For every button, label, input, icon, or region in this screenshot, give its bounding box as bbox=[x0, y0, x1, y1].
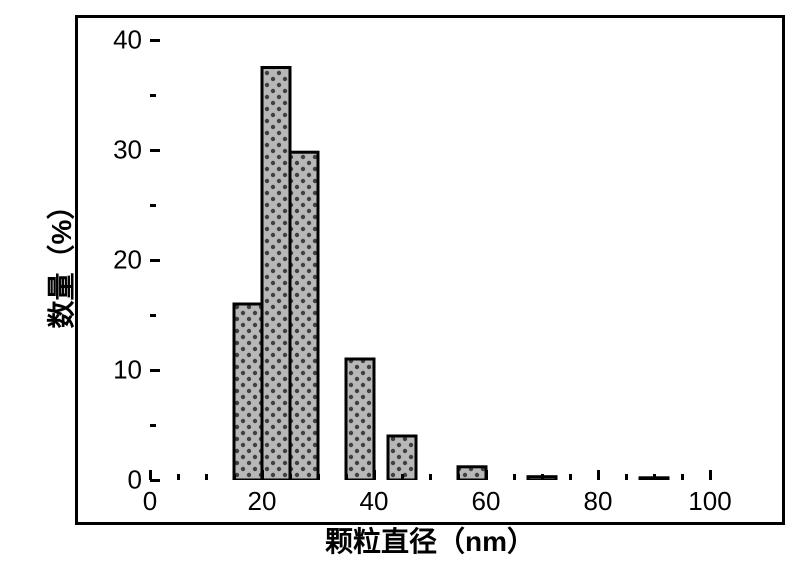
ytick-label: 10 bbox=[113, 355, 142, 386]
xtick-minor bbox=[289, 474, 292, 480]
xtick-label: 40 bbox=[360, 486, 389, 517]
ytick-major bbox=[150, 259, 160, 262]
xtick-minor bbox=[457, 474, 460, 480]
ytick-major bbox=[150, 369, 160, 372]
xtick-major bbox=[709, 470, 712, 480]
bar-3 bbox=[346, 359, 374, 480]
bar-1 bbox=[262, 68, 290, 481]
xtick-minor bbox=[205, 474, 208, 480]
bar-5 bbox=[458, 467, 486, 480]
ytick-label: 0 bbox=[128, 465, 142, 496]
xtick-minor bbox=[345, 474, 348, 480]
xtick-minor bbox=[177, 474, 180, 480]
xtick-minor bbox=[541, 474, 544, 480]
xtick-minor bbox=[429, 474, 432, 480]
ytick-minor bbox=[150, 314, 156, 317]
ytick-minor bbox=[150, 94, 156, 97]
ytick-label: 20 bbox=[113, 245, 142, 276]
xtick-minor bbox=[317, 474, 320, 480]
bar-2 bbox=[290, 152, 318, 480]
xtick-minor bbox=[513, 474, 516, 480]
xtick-minor bbox=[681, 474, 684, 480]
xtick-major bbox=[261, 470, 264, 480]
plot-area bbox=[150, 40, 710, 480]
ytick-minor bbox=[150, 424, 156, 427]
xtick-minor bbox=[625, 474, 628, 480]
xtick-label: 80 bbox=[584, 486, 613, 517]
xtick-label: 60 bbox=[472, 486, 501, 517]
xtick-label: 0 bbox=[143, 486, 157, 517]
y-axis-label: 数量（%） bbox=[40, 192, 80, 329]
bars-svg bbox=[150, 40, 710, 480]
xtick-label: 20 bbox=[248, 486, 277, 517]
bar-0 bbox=[234, 304, 262, 480]
xtick-major bbox=[597, 470, 600, 480]
ytick-minor bbox=[150, 204, 156, 207]
x-axis-label: 颗粒直径（nm） bbox=[325, 520, 535, 560]
ytick-label: 30 bbox=[113, 135, 142, 166]
xtick-minor bbox=[569, 474, 572, 480]
ytick-major bbox=[150, 479, 160, 482]
xtick-minor bbox=[401, 474, 404, 480]
xtick-major bbox=[373, 470, 376, 480]
histogram-chart: 0 20 40 60 80 100 0 10 20 30 40 数量（%） 颗粒直径（nm） bbox=[0, 0, 800, 586]
ytick-major bbox=[150, 149, 160, 152]
xtick-minor bbox=[233, 474, 236, 480]
xtick-major bbox=[485, 470, 488, 480]
xtick-label: 100 bbox=[688, 486, 731, 517]
ytick-label: 40 bbox=[113, 25, 142, 56]
ytick-major bbox=[150, 39, 160, 42]
xtick-minor bbox=[653, 474, 656, 480]
